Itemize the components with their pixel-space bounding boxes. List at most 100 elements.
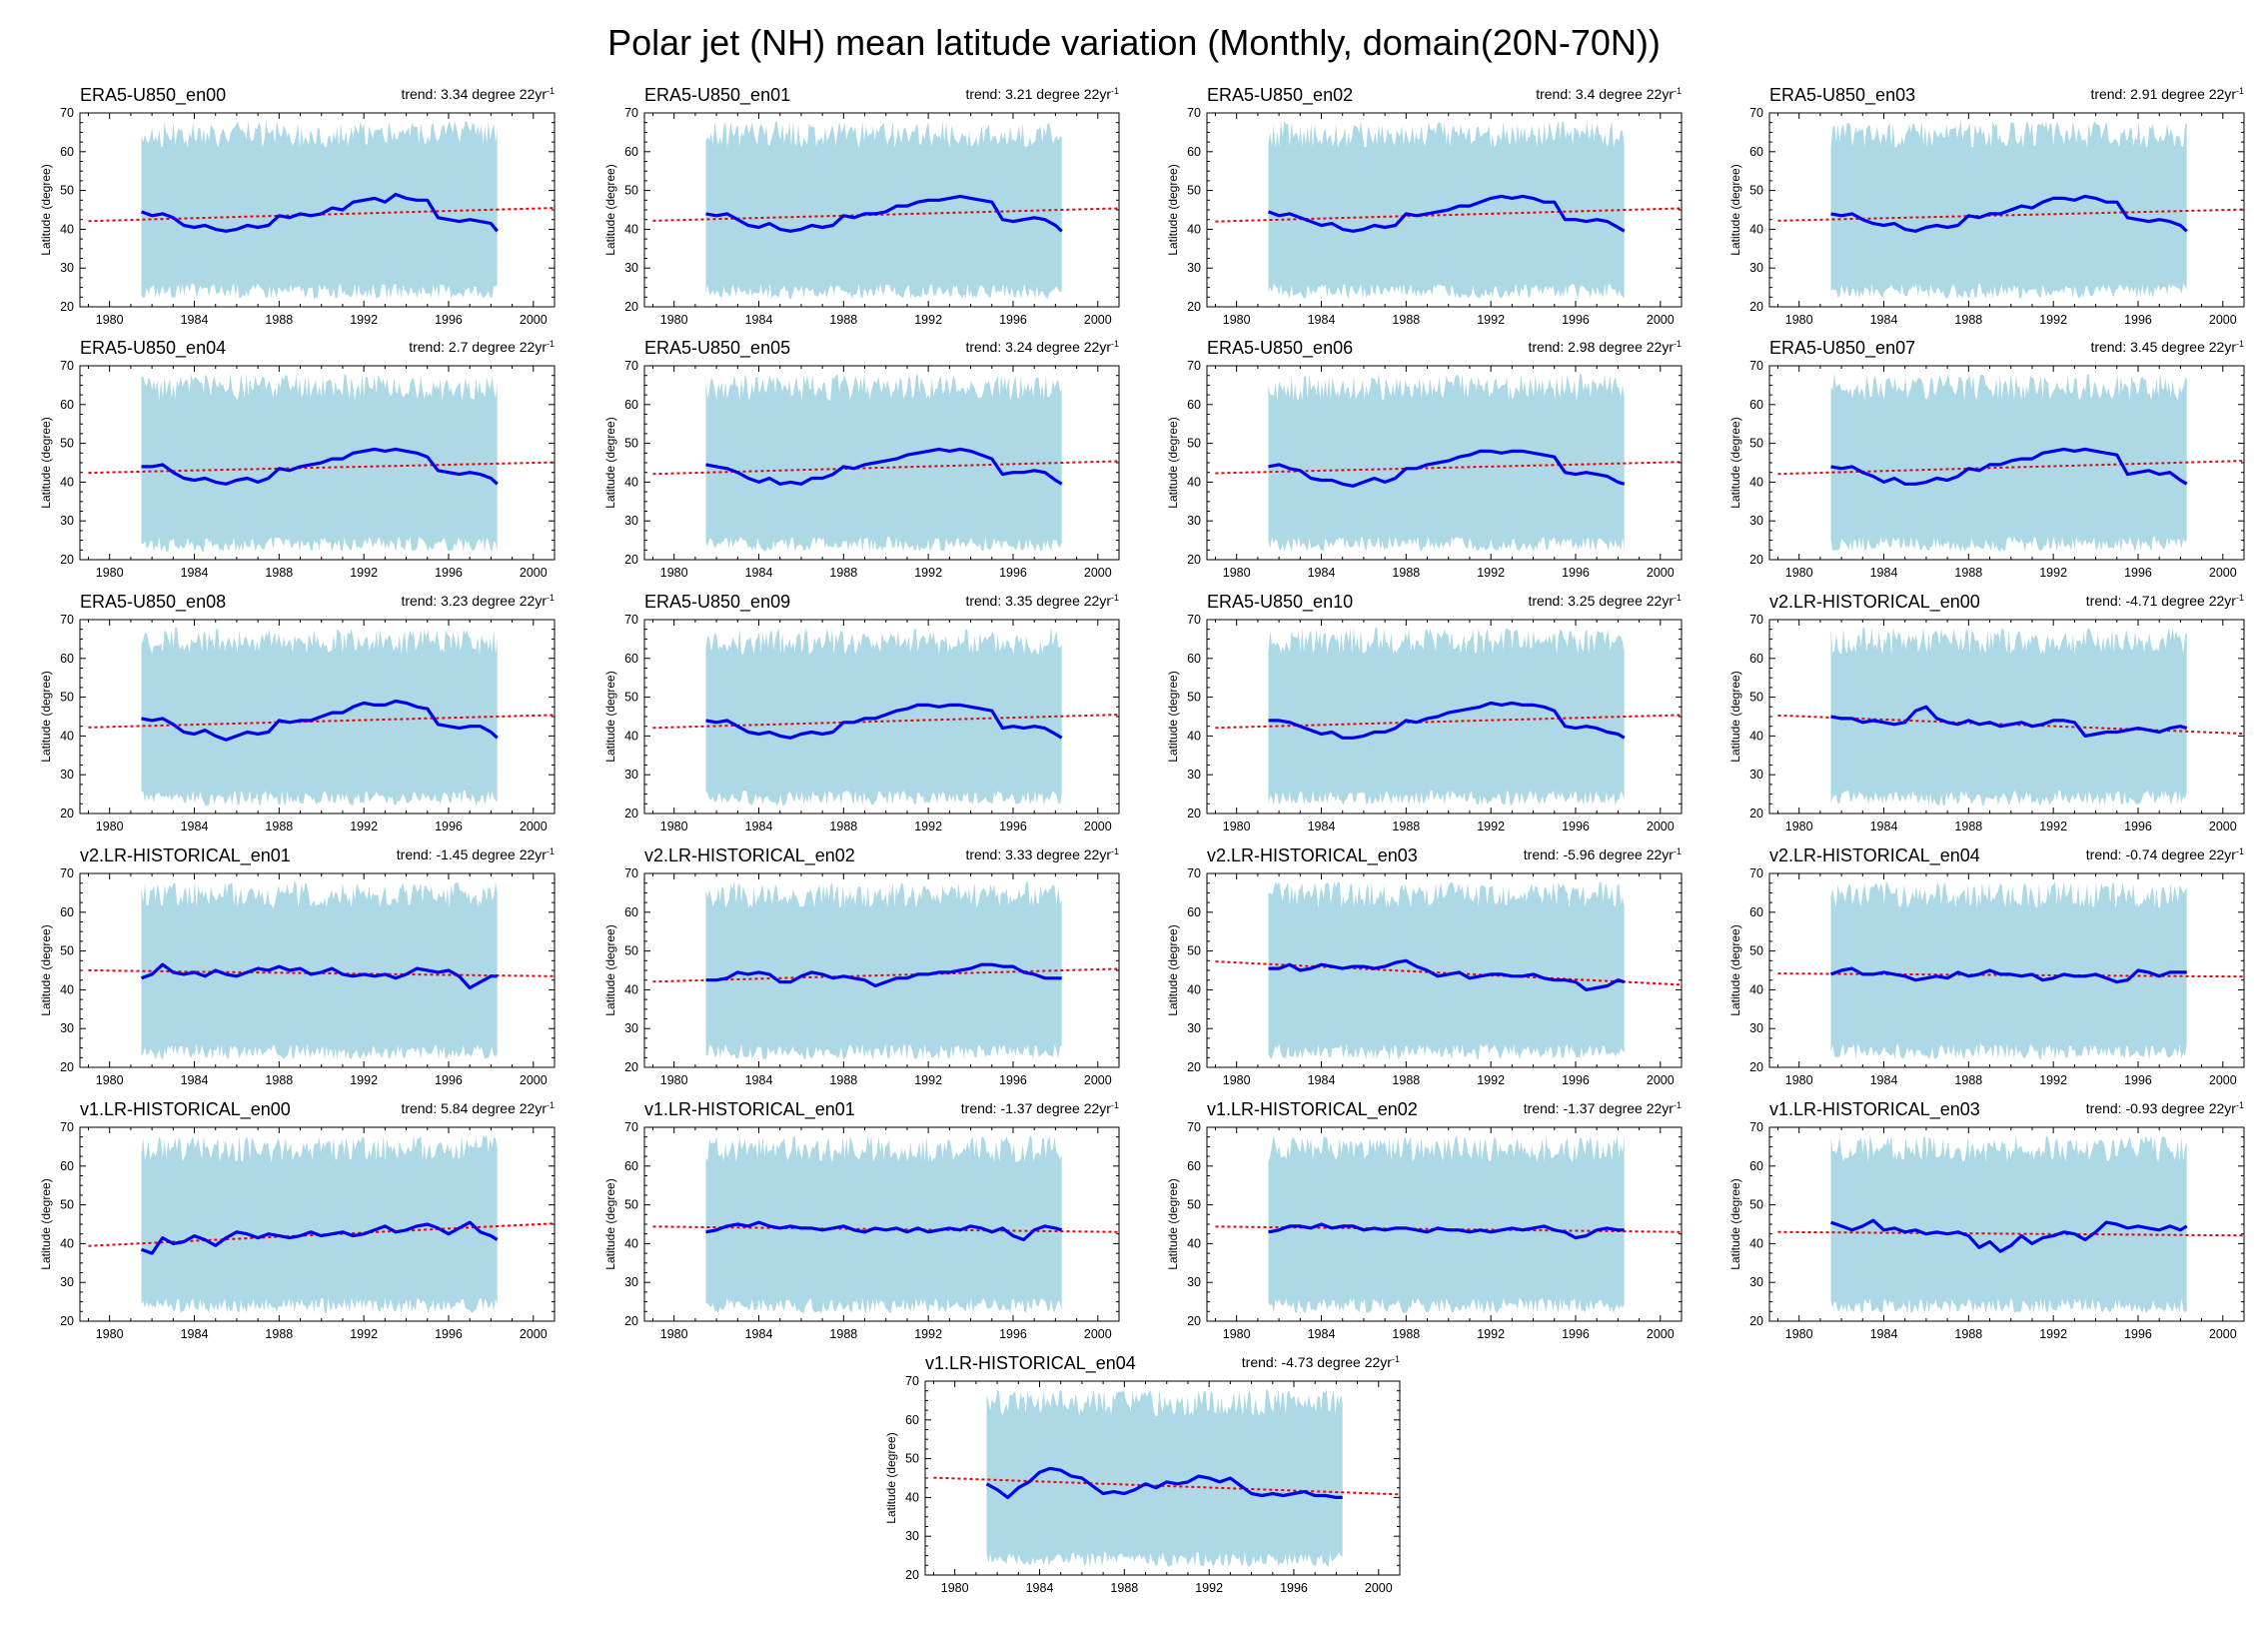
panel-ERA5-U850_en00: ERA5-U850_en00 trend: 3.34 degree 22yr-1 2… bbox=[39, 73, 574, 347]
plot-area: ERA5-U850_en00 trend: 3.34 degree 22yr-1 2… bbox=[39, 85, 556, 327]
x-tick-label: 1996 bbox=[2124, 313, 2152, 327]
chart-svg: v1.LR-HISTORICAL_en02 trend: -1.37 degree… bbox=[1166, 1099, 1683, 1341]
spread-band bbox=[986, 1388, 1343, 1568]
mean-latitude-line bbox=[705, 194, 1063, 233]
y-tick-label: 30 bbox=[60, 261, 74, 275]
spread-band bbox=[1268, 628, 1625, 807]
trend-exponent: -1 bbox=[2236, 593, 2244, 603]
spread-band bbox=[1830, 627, 2187, 807]
x-tick-label: 1992 bbox=[350, 1073, 378, 1087]
chart-svg: v2.LR-HISTORICAL_en03 trend: -5.96 degree… bbox=[1166, 845, 1683, 1087]
plot-area: v2.LR-HISTORICAL_en02 trend: 3.33 degree … bbox=[603, 845, 1120, 1087]
x-tick-label: 1984 bbox=[181, 566, 209, 580]
x-tick-label: 1988 bbox=[265, 819, 293, 833]
y-tick-label: 20 bbox=[905, 1568, 919, 1582]
x-tick-label: 1980 bbox=[1223, 1327, 1251, 1341]
plot-area: ERA5-U850_en08 trend: 3.23 degree 22yr-1 2… bbox=[39, 592, 556, 833]
y-tick-label: 30 bbox=[1749, 514, 1763, 528]
trend-label: trend: 2.91 degree 22yr-1 bbox=[2090, 86, 2244, 102]
y-axis-title: Latitude (degree) bbox=[884, 1432, 898, 1523]
x-tick-label: 1992 bbox=[1477, 1327, 1505, 1341]
y-tick-label: 20 bbox=[60, 553, 74, 567]
y-tick-label: 30 bbox=[624, 768, 638, 782]
x-tick-label: 1992 bbox=[914, 1327, 942, 1341]
x-tick-label: 1992 bbox=[350, 313, 378, 327]
y-axis-title: Latitude (degree) bbox=[1728, 924, 1742, 1015]
x-tick-label: 1996 bbox=[1280, 1581, 1308, 1595]
y-tick-label: 20 bbox=[1749, 1314, 1763, 1328]
y-tick-label: 50 bbox=[905, 1452, 919, 1466]
plot-area: v1.LR-HISTORICAL_en01 trend: -1.37 degree… bbox=[603, 1099, 1120, 1341]
panel-v1.LR-HISTORICAL_en00: v1.LR-HISTORICAL_en00 trend: 5.84 degree … bbox=[39, 1087, 574, 1361]
trend-exponent: -1 bbox=[2236, 86, 2244, 96]
plot-area: v2.LR-HISTORICAL_en01 trend: -1.45 degree… bbox=[39, 845, 556, 1087]
x-tick-label: 2000 bbox=[520, 566, 548, 580]
x-tick-label: 1980 bbox=[1223, 1073, 1251, 1087]
panel-title: ERA5-U850_en01 bbox=[644, 85, 790, 106]
y-tick-label: 20 bbox=[1749, 1060, 1763, 1074]
chart-svg: v2.LR-HISTORICAL_en01 trend: -1.45 degree… bbox=[39, 845, 556, 1087]
x-tick-label: 1980 bbox=[1223, 819, 1251, 833]
y-tick-label: 30 bbox=[624, 261, 638, 275]
y-tick-label: 30 bbox=[60, 1021, 74, 1035]
y-tick-label: 50 bbox=[1749, 944, 1763, 958]
y-tick-label: 40 bbox=[60, 222, 74, 236]
panel-ERA5-U850_en07: ERA5-U850_en07 trend: 3.45 degree 22yr-1 2… bbox=[1728, 326, 2264, 600]
y-tick-label: 70 bbox=[60, 1120, 74, 1134]
y-tick-label: 30 bbox=[60, 514, 74, 528]
plot-area: ERA5-U850_en05 trend: 3.24 degree 22yr-1 2… bbox=[603, 338, 1120, 580]
x-tick-label: 1984 bbox=[745, 1327, 773, 1341]
y-tick-label: 40 bbox=[1749, 475, 1763, 489]
x-tick-label: 1988 bbox=[1954, 313, 1982, 327]
y-tick-label: 40 bbox=[60, 729, 74, 743]
panel-title: ERA5-U850_en07 bbox=[1769, 338, 1915, 359]
x-tick-label: 1980 bbox=[1785, 1327, 1813, 1341]
y-tick-label: 50 bbox=[1187, 1198, 1201, 1212]
y-tick-label: 30 bbox=[60, 1275, 74, 1289]
x-tick-label: 1992 bbox=[1195, 1581, 1223, 1595]
y-tick-label: 20 bbox=[624, 300, 638, 314]
x-tick-label: 1992 bbox=[914, 819, 942, 833]
y-axis-title: Latitude (degree) bbox=[603, 1178, 617, 1269]
panel-title: ERA5-U850_en06 bbox=[1207, 338, 1353, 359]
mean-latitude-line bbox=[1268, 1222, 1625, 1240]
y-tick-label: 20 bbox=[1187, 807, 1201, 820]
y-tick-label: 40 bbox=[624, 982, 638, 996]
trend-label: trend: -5.96 degree 22yr-1 bbox=[1524, 846, 1682, 862]
y-tick-label: 40 bbox=[1749, 1236, 1763, 1250]
figure-title: Polar jet (NH) mean latitude variation (… bbox=[607, 22, 1661, 63]
y-tick-label: 60 bbox=[1749, 652, 1763, 666]
y-tick-label: 50 bbox=[624, 437, 638, 451]
mean-latitude-line bbox=[141, 699, 499, 742]
y-tick-label: 40 bbox=[60, 982, 74, 996]
y-tick-label: 30 bbox=[60, 768, 74, 782]
y-tick-label: 30 bbox=[624, 1275, 638, 1289]
trend-label: trend: 3.35 degree 22yr-1 bbox=[965, 593, 1119, 609]
x-tick-label: 1996 bbox=[2124, 819, 2152, 833]
y-tick-label: 70 bbox=[905, 1374, 919, 1388]
x-tick-label: 1996 bbox=[435, 819, 463, 833]
trend-exponent: -1 bbox=[1674, 339, 1682, 349]
panel-v2.LR-HISTORICAL_en02: v2.LR-HISTORICAL_en02 trend: 3.33 degree … bbox=[603, 833, 1139, 1107]
x-tick-label: 1980 bbox=[660, 1327, 688, 1341]
x-tick-label: 1984 bbox=[1308, 1327, 1336, 1341]
panel-title: v1.LR-HISTORICAL_en03 bbox=[1769, 1099, 1980, 1120]
y-tick-label: 70 bbox=[624, 613, 638, 627]
y-tick-label: 70 bbox=[624, 106, 638, 120]
panel-ERA5-U850_en01: ERA5-U850_en01 trend: 3.21 degree 22yr-1 2… bbox=[603, 73, 1139, 347]
panel-v1.LR-HISTORICAL_en03: v1.LR-HISTORICAL_en03 trend: -0.93 degree… bbox=[1728, 1087, 2264, 1361]
y-axis-title: Latitude (degree) bbox=[39, 671, 53, 762]
x-tick-label: 2000 bbox=[1647, 1073, 1675, 1087]
trend-exponent: -1 bbox=[2236, 1100, 2244, 1110]
plot-area: ERA5-U850_en04 trend: 2.7 degree 22yr-1 20… bbox=[39, 338, 556, 580]
y-tick-label: 50 bbox=[60, 184, 74, 198]
x-tick-label: 1992 bbox=[350, 819, 378, 833]
chart-svg: ERA5-U850_en06 trend: 2.98 degree 22yr-1 2… bbox=[1166, 338, 1683, 580]
x-tick-label: 1988 bbox=[829, 313, 857, 327]
mean-latitude-line bbox=[705, 962, 1062, 988]
y-tick-label: 50 bbox=[1187, 944, 1201, 958]
x-tick-label: 1992 bbox=[2039, 1073, 2067, 1087]
y-tick-label: 40 bbox=[1749, 222, 1763, 236]
chart-svg: ERA5-U850_en07 trend: 3.45 degree 22yr-1 2… bbox=[1728, 338, 2245, 580]
y-tick-label: 40 bbox=[1749, 982, 1763, 996]
